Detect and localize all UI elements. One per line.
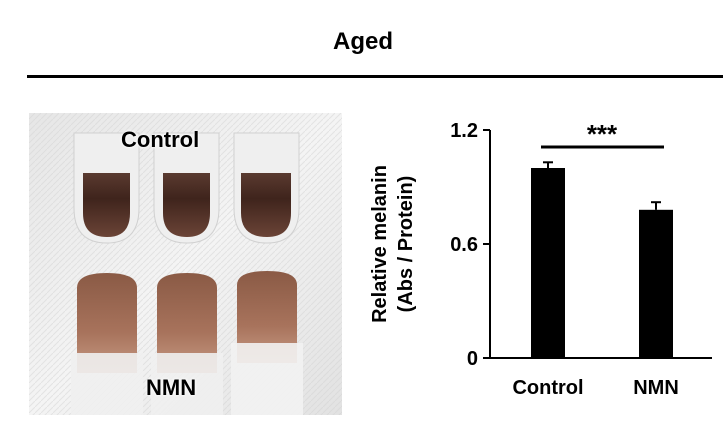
chart-canvas: 0 0.6 1.2 Relative melanin (Abs / Protein) Co… bbox=[369, 119, 712, 399]
x-tick-label: Control bbox=[512, 377, 583, 399]
y-tick-label: 0.6 bbox=[450, 234, 478, 256]
nmn-tubes bbox=[71, 271, 303, 415]
x-tick-label: NMN bbox=[633, 377, 679, 399]
photo-label-control: Control bbox=[121, 127, 200, 152]
y-axis-label: (Abs / Protein) bbox=[395, 176, 417, 313]
significance-label: *** bbox=[587, 119, 618, 149]
tube-photo: Control NMN bbox=[29, 113, 342, 415]
photo-label-nmn: NMN bbox=[146, 375, 197, 400]
y-tick-label: 0 bbox=[467, 348, 478, 370]
bar bbox=[531, 168, 565, 358]
y-axis-label: Relative melanin bbox=[369, 165, 391, 323]
control-tubes bbox=[73, 132, 300, 244]
title-divider bbox=[27, 75, 723, 78]
bar bbox=[639, 209, 673, 358]
y-tick-label: 1.2 bbox=[450, 120, 478, 142]
melanin-bar-chart: 0 0.6 1.2 Relative melanin (Abs / Protein) Co… bbox=[350, 100, 726, 415]
figure-title: Aged bbox=[333, 28, 393, 55]
tube-photo-graphic bbox=[29, 113, 342, 415]
